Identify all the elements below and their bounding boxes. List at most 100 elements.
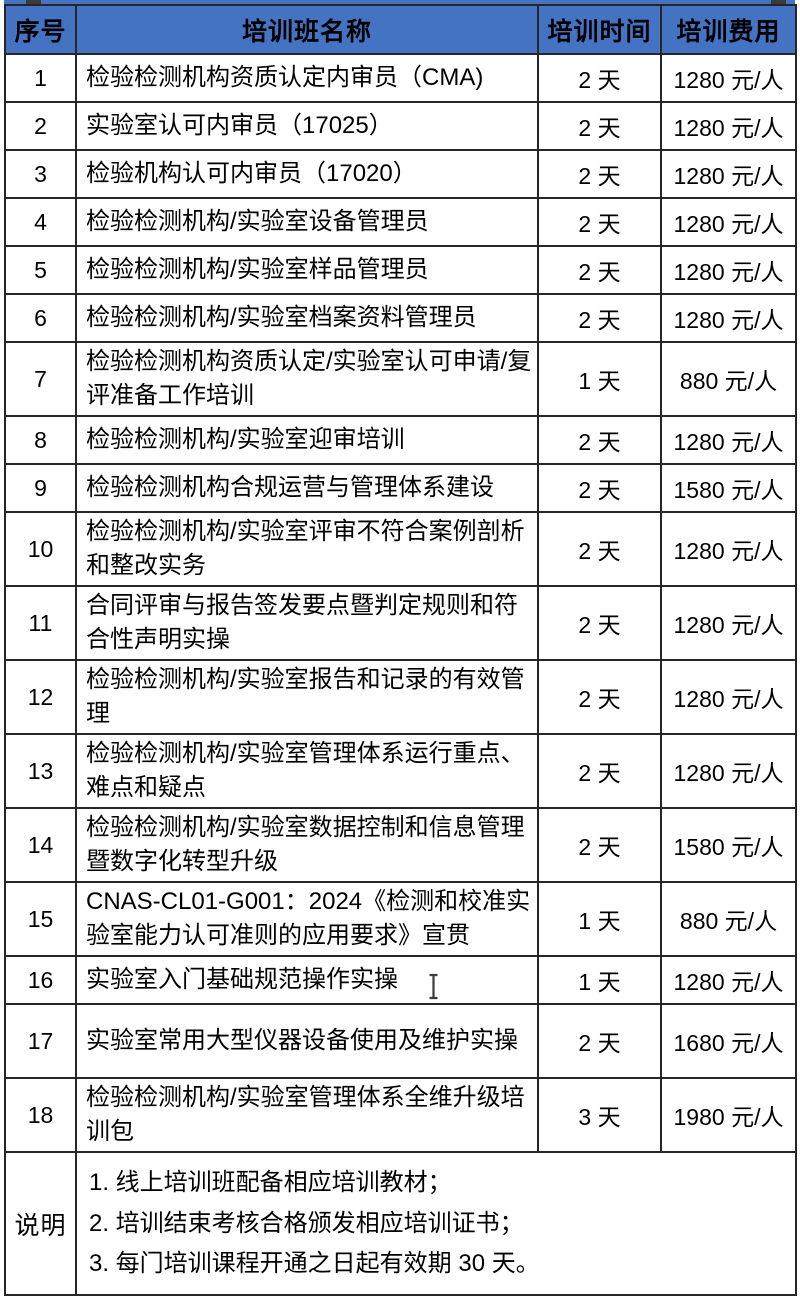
course-name: 检验检测机构资质认定内审员（CMA) (75, 53, 539, 103)
cropped-row-above-sliver (4, 0, 795, 5)
course-fee: 1280 元/人 (660, 293, 797, 343)
table-row: 12 检验检测机构/实验室报告和记录的有效管理 2 天 1280 元/人 (4, 659, 797, 735)
course-duration: 2 天 (537, 585, 662, 661)
course-fee: 1280 元/人 (660, 149, 797, 199)
table-row: 2 实验室认可内审员（17025） 2 天 1280 元/人 (4, 101, 797, 151)
row-number: 13 (4, 733, 77, 809)
row-number: 5 (4, 245, 77, 295)
table-body: 1 检验检测机构资质认定内审员（CMA) 2 天 1280 元/人 2 实验室认… (4, 53, 797, 1153)
row-number: 4 (4, 197, 77, 247)
course-name: 检验检测机构/实验室评审不符合案例剖析和整改实务 (75, 511, 539, 587)
table-row: 7 检验检测机构资质认定/实验室认可申请/复评准备工作培训 1 天 880 元/… (4, 341, 797, 417)
course-fee: 1280 元/人 (660, 53, 797, 103)
row-number: 17 (4, 1003, 77, 1079)
course-duration: 2 天 (537, 149, 662, 199)
course-duration: 2 天 (537, 293, 662, 343)
row-number: 3 (4, 149, 77, 199)
course-name: 检验检测机构/实验室报告和记录的有效管理 (75, 659, 539, 735)
course-fee: 1580 元/人 (660, 463, 797, 513)
course-duration: 2 天 (537, 511, 662, 587)
course-fee: 880 元/人 (660, 881, 797, 957)
table-row: 5 检验检测机构/实验室样品管理员 2 天 1280 元/人 (4, 245, 797, 295)
course-duration: 2 天 (537, 53, 662, 103)
table-row: 15 CNAS-CL01-G001：2024《检测和校准实验室能力认可准则的应用… (4, 881, 797, 957)
table-footer: 说明 1. 线上培训班配备相应培训教材； 2. 培训结束考核合格颁发相应培训证书… (4, 1151, 797, 1296)
notes-row: 说明 1. 线上培训班配备相应培训教材； 2. 培训结束考核合格颁发相应培训证书… (4, 1151, 797, 1296)
table-row: 17 实验室常用大型仪器设备使用及维护实操 2 天 1680 元/人 (4, 1003, 797, 1079)
row-number: 18 (4, 1077, 77, 1153)
row-number: 16 (4, 955, 77, 1005)
note-line: 3. 每门培训课程开通之日起有效期 30 天。 (89, 1249, 540, 1277)
table-row: 10 检验检测机构/实验室评审不符合案例剖析和整改实务 2 天 1280 元/人 (4, 511, 797, 587)
table-row: 9 检验检测机构合规运营与管理体系建设 2 天 1580 元/人 (4, 463, 797, 513)
course-name: 检验检测机构/实验室设备管理员 (75, 197, 539, 247)
header-row: 序号 培训班名称 培训时间 培训费用 (4, 4, 797, 55)
course-fee: 1280 元/人 (660, 955, 797, 1005)
course-name: 检验检测机构/实验室管理体系全维升级培训包 (75, 1077, 539, 1153)
row-number: 14 (4, 807, 77, 883)
course-fee: 880 元/人 (660, 341, 797, 417)
course-fee: 1280 元/人 (660, 415, 797, 465)
course-duration: 2 天 (537, 101, 662, 151)
course-fee: 1280 元/人 (660, 245, 797, 295)
course-fee: 1280 元/人 (660, 659, 797, 735)
course-duration: 2 天 (537, 659, 662, 735)
header-course-name: 培训班名称 (75, 4, 539, 55)
course-duration: 2 天 (537, 463, 662, 513)
notes-cell: 1. 线上培训班配备相应培训教材； 2. 培训结束考核合格颁发相应培训证书； 3… (75, 1151, 797, 1296)
course-duration: 1 天 (537, 955, 662, 1005)
course-duration: 2 天 (537, 245, 662, 295)
notes-list: 1. 线上培训班配备相应培训教材； 2. 培训结束考核合格颁发相应培训证书； 3… (89, 1159, 787, 1288)
note-line: 1. 线上培训班配备相应培训教材； (89, 1169, 452, 1197)
course-name: CNAS-CL01-G001：2024《检测和校准实验室能力认可准则的应用要求》… (75, 881, 539, 957)
course-fee: 1980 元/人 (660, 1077, 797, 1153)
row-number: 15 (4, 881, 77, 957)
table-row: 6 检验检测机构/实验室档案资料管理员 2 天 1280 元/人 (4, 293, 797, 343)
table-row: 11 合同评审与报告签发要点暨判定规则和符合性声明实操 2 天 1280 元/人 (4, 585, 797, 661)
row-number: 9 (4, 463, 77, 513)
row-number: 6 (4, 293, 77, 343)
course-duration: 3 天 (537, 1077, 662, 1153)
row-number: 8 (4, 415, 77, 465)
training-price-table: 序号 培训班名称 培训时间 培训费用 1 检验检测机构资质认定内审员（CMA) … (4, 4, 797, 1296)
table-row: 18 检验检测机构/实验室管理体系全维升级培训包 3 天 1980 元/人 (4, 1077, 797, 1153)
row-number: 2 (4, 101, 77, 151)
cropped-border-notch-right (771, 0, 786, 5)
course-fee: 1580 元/人 (660, 807, 797, 883)
course-duration: 2 天 (537, 807, 662, 883)
notes-label: 说明 (4, 1151, 77, 1296)
header-fee: 培训费用 (660, 4, 797, 55)
table-row: 8 检验检测机构/实验室迎审培训 2 天 1280 元/人 (4, 415, 797, 465)
header-duration: 培训时间 (537, 4, 662, 55)
table-row: 3 检验机构认可内审员（17020） 2 天 1280 元/人 (4, 149, 797, 199)
course-name: 实验室常用大型仪器设备使用及维护实操 (75, 1003, 539, 1079)
row-number: 1 (4, 53, 77, 103)
note-line: 2. 培训结束考核合格颁发相应培训证书； (89, 1209, 524, 1237)
course-duration: 2 天 (537, 415, 662, 465)
course-duration: 2 天 (537, 197, 662, 247)
row-number: 7 (4, 341, 77, 417)
header-serial-number: 序号 (4, 4, 77, 55)
course-name: 实验室认可内审员（17025） (75, 101, 539, 151)
course-fee: 1280 元/人 (660, 585, 797, 661)
course-duration: 2 天 (537, 1003, 662, 1079)
course-name: 检验检测机构资质认定/实验室认可申请/复评准备工作培训 (75, 341, 539, 417)
course-fee: 1680 元/人 (660, 1003, 797, 1079)
table-row: 16 实验室入门基础规范操作实操 1 天 1280 元/人 (4, 955, 797, 1005)
course-name: 实验室入门基础规范操作实操 (75, 955, 539, 1005)
row-number: 11 (4, 585, 77, 661)
table-row: 14 检验检测机构/实验室数据控制和信息管理暨数字化转型升级 2 天 1580 … (4, 807, 797, 883)
table-row: 1 检验检测机构资质认定内审员（CMA) 2 天 1280 元/人 (4, 53, 797, 103)
table-row: 13 检验检测机构/实验室管理体系运行重点、难点和疑点 2 天 1280 元/人 (4, 733, 797, 809)
course-fee: 1280 元/人 (660, 197, 797, 247)
course-duration: 1 天 (537, 341, 662, 417)
course-name: 检验检测机构/实验室迎审培训 (75, 415, 539, 465)
row-number: 10 (4, 511, 77, 587)
course-fee: 1280 元/人 (660, 733, 797, 809)
course-fee: 1280 元/人 (660, 101, 797, 151)
course-fee: 1280 元/人 (660, 511, 797, 587)
course-name: 合同评审与报告签发要点暨判定规则和符合性声明实操 (75, 585, 539, 661)
row-number: 12 (4, 659, 77, 735)
table-row: 4 检验检测机构/实验室设备管理员 2 天 1280 元/人 (4, 197, 797, 247)
